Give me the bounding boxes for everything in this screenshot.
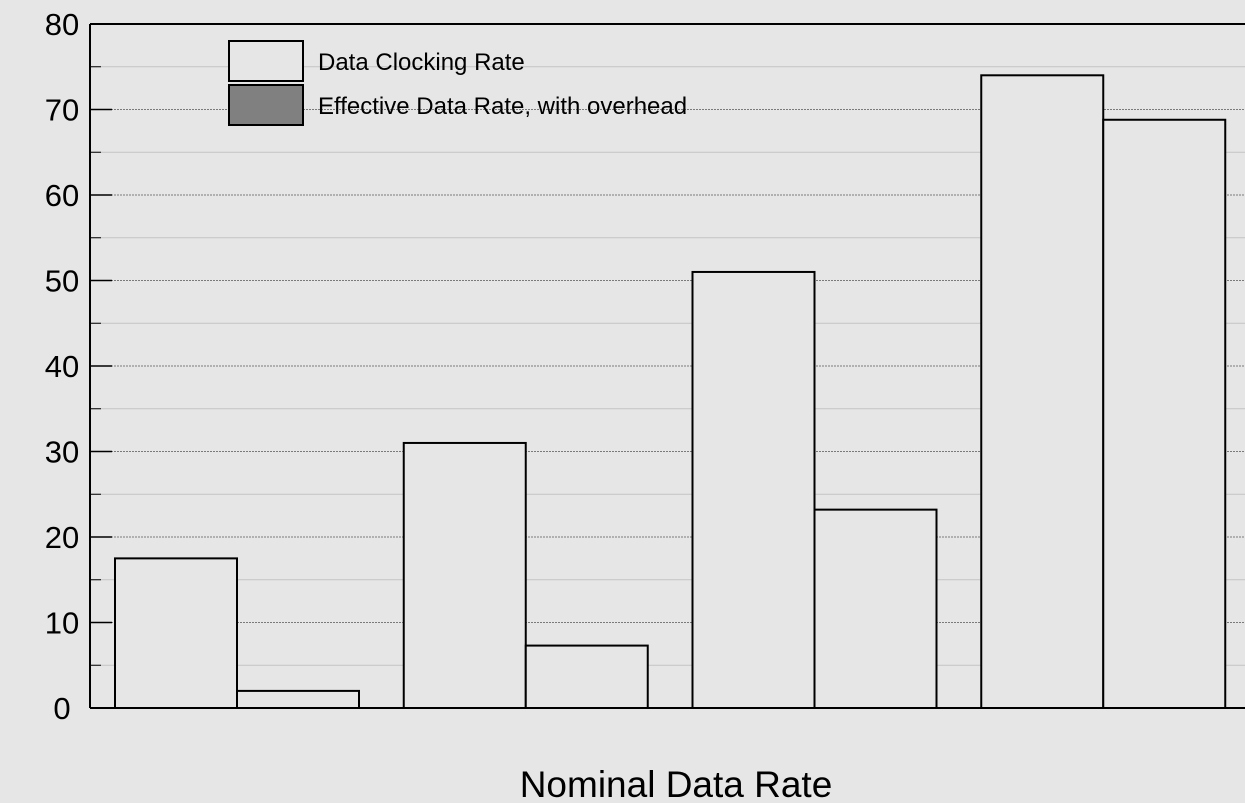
bar-effective-data-rate [236, 689, 360, 710]
y-tick-label: 30 [45, 435, 79, 470]
legend-swatch [228, 40, 304, 82]
legend-label: Data Clocking Rate [318, 49, 525, 76]
bar-data-clocking-rate [691, 270, 816, 709]
legend-label: Effective Data Rate, with overhead [318, 93, 687, 120]
y-tick-label: 60 [45, 178, 79, 213]
bars [114, 74, 1227, 710]
y-tick-label: 70 [45, 93, 79, 128]
bar-data-clocking-rate [980, 74, 1105, 710]
bar-effective-data-rate [524, 644, 649, 710]
y-tick-label: 40 [45, 349, 79, 384]
y-tick-label: 20 [45, 520, 79, 555]
legend-swatch [228, 84, 304, 126]
y-tick-label: 10 [45, 606, 79, 641]
bar-data-clocking-rate [402, 441, 527, 709]
y-tick-label: 50 [45, 264, 79, 299]
y-ticks: 0 10 20 30 40 50 60 70 80 [45, 7, 112, 726]
x-axis-title: Nominal Data Rate [520, 764, 833, 803]
bar-effective-data-rate [813, 508, 938, 710]
legend: Data Clocking Rate Effective Data Rate, w… [228, 40, 687, 126]
bar-effective-data-rate [1102, 118, 1227, 709]
bar-data-clocking-rate [114, 557, 238, 709]
y-tick-label: 0 [53, 691, 70, 726]
y-tick-label: 80 [45, 7, 79, 42]
